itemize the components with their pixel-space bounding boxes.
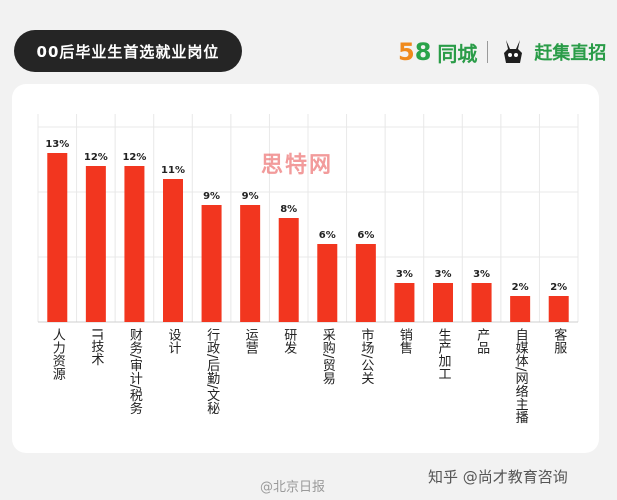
brand-tongcheng-text: 同城 [437, 41, 478, 66]
category-label-9: 销售 [397, 328, 413, 354]
bar-0 [47, 153, 68, 322]
watermark-center: 思特网 [261, 153, 334, 178]
brand-ganji-text: 赶集直招 [534, 43, 607, 64]
data-label-11: 3% [473, 269, 490, 280]
data-label-4: 9% [203, 191, 220, 202]
bar-9 [394, 283, 415, 322]
data-label-0: 13% [45, 139, 69, 150]
bar-13 [548, 296, 569, 322]
brand-58-logo: 58 [398, 38, 432, 66]
brand-divider [487, 41, 489, 63]
category-label-7: 采购/贸易 [320, 328, 336, 386]
bar-3 [163, 179, 183, 322]
data-label-12: 2% [512, 282, 529, 293]
bar-4 [201, 205, 222, 322]
data-label-2: 12% [122, 152, 146, 163]
bar-5 [240, 205, 261, 322]
bar-2 [124, 166, 145, 322]
bar-7 [317, 244, 338, 322]
data-label-5: 9% [242, 191, 259, 202]
bar-chart: 13% 人力资源 12% IT技术 12% 财务/审计/税务 11% 设计 9% 行政/后勤/文秘… [37, 114, 579, 424]
chart-card: 13% 人力资源 12% IT技术 12% 财务/审计/税务 11% 设计 9% 行政/后勤/文秘… [12, 84, 599, 453]
category-label-0: 人力资源 [50, 328, 66, 380]
bar-8 [355, 244, 376, 322]
category-label-1: IT技术 [88, 328, 104, 366]
data-label-3: 11% [161, 165, 185, 176]
data-label-9: 3% [396, 269, 413, 280]
bar-12 [510, 296, 531, 322]
data-label-8: 6% [357, 230, 374, 241]
category-label-2: 财务/审计/税务 [127, 328, 143, 415]
category-label-11: 产品 [474, 328, 490, 354]
data-label-1: 12% [84, 152, 108, 163]
category-label-6: 研发 [281, 328, 297, 354]
category-label-5: 运营 [243, 328, 259, 354]
data-label-6: 8% [280, 204, 297, 215]
bar-1 [85, 166, 106, 322]
watermark-source: @北京日报 [260, 480, 326, 495]
category-label-8: 市场/公关 [358, 327, 374, 384]
data-label-10: 3% [435, 269, 452, 280]
category-label-10: 生产加工 [436, 328, 452, 380]
data-label-7: 6% [319, 230, 336, 241]
category-label-13: 客服 [551, 327, 567, 354]
category-label-3: 设计 [166, 328, 182, 354]
category-label-4: 行政/后勤/文秘 [204, 328, 220, 415]
ganji-donkey-icon [504, 40, 523, 63]
data-label-13: 2% [550, 282, 567, 293]
category-label-12: 自媒体/网络主播 [513, 328, 529, 424]
bar-11 [471, 283, 492, 322]
watermark-zhihu: 知乎 @尚才教育咨询 [428, 468, 568, 486]
page-title: 00后毕业生首选就业岗位 [14, 30, 242, 72]
brand-logos: 58 同城 赶集直招 [398, 34, 606, 70]
bar-10 [433, 283, 453, 322]
bar-6 [278, 218, 299, 322]
